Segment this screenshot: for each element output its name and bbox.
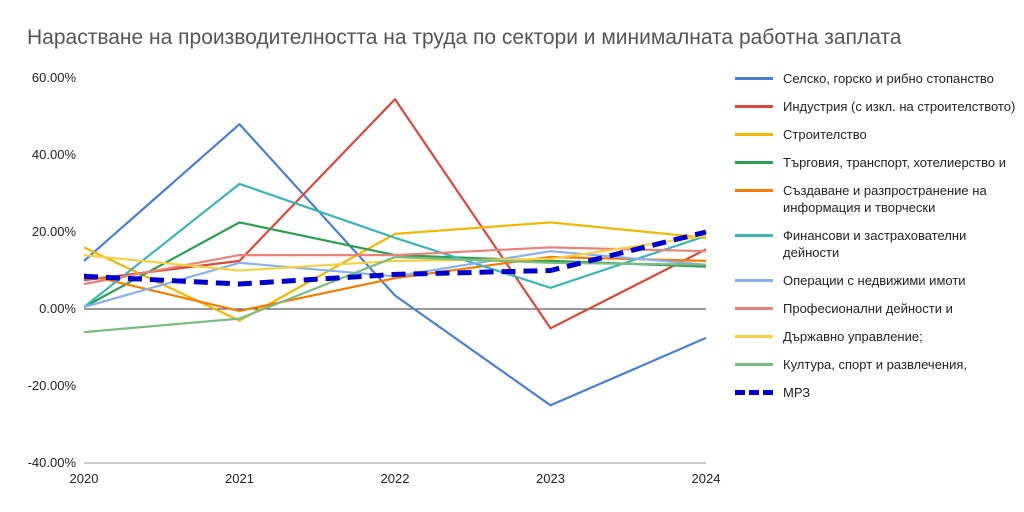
legend-item[interactable]: Създаване и разпространение на информаци… xyxy=(735,182,1020,216)
legend-item[interactable]: Индустрия (с изкл. на строителството) xyxy=(735,98,1020,115)
x-tick-label: 2021 xyxy=(225,471,254,486)
x-tick-label: 2022 xyxy=(381,471,410,486)
legend-label: Финансови и застрахователни дейности xyxy=(783,228,967,260)
legend-label: Селско, горско и рибно стопанство xyxy=(783,71,994,86)
series-line-9 xyxy=(83,255,707,334)
legend-item[interactable]: Финансови и застрахователни дейности xyxy=(735,227,1020,261)
legend-label: Операции с недвижими имоти xyxy=(783,273,966,288)
x-axis-ticks: 2020 2021 2022 2023 2024 xyxy=(70,471,721,486)
legend-item[interactable]: Държавно управление; xyxy=(735,328,1020,345)
y-tick-label: 20.00% xyxy=(32,224,77,239)
legend-swatch xyxy=(735,189,773,192)
legend-swatch xyxy=(735,390,773,395)
legend-swatch xyxy=(735,133,773,136)
legend-label: МРЗ xyxy=(783,385,811,400)
legend-swatch xyxy=(735,335,773,338)
legend-item[interactable]: МРЗ xyxy=(735,384,1020,401)
legend-item[interactable]: Селско, горско и рибно стопанство xyxy=(735,70,1020,87)
series-line-0 xyxy=(83,123,707,407)
legend-label: Създаване и разпространение на информаци… xyxy=(783,183,987,215)
chart-title: Нарастване на производителността на труд… xyxy=(27,26,902,49)
legend-swatch xyxy=(735,363,773,366)
series-line-10 xyxy=(83,229,707,287)
series-line-8 xyxy=(83,234,707,272)
series-line-4 xyxy=(83,255,707,312)
y-tick-label: 60.00% xyxy=(32,70,77,85)
legend-item[interactable]: Професионални дейности и xyxy=(735,300,1020,317)
legend-label: Търговия, транспорт, хотелиерство и xyxy=(783,155,1006,170)
legend-swatch xyxy=(735,307,773,310)
series-line-2 xyxy=(83,221,707,322)
legend-swatch xyxy=(735,161,773,164)
series-line-5 xyxy=(83,182,707,308)
x-tick-label: 2020 xyxy=(70,471,99,486)
legend-label: Индустрия (с изкл. на строителството) xyxy=(783,99,1016,114)
legend-label: Култура, спорт и развлечения, xyxy=(783,357,968,372)
y-tick-label: 0.00% xyxy=(39,301,76,316)
legend-label: Държавно управление; xyxy=(783,329,923,344)
y-axis-ticks: -40.00% -20.00% 0.00% 20.00% 40.00% 60.00% xyxy=(28,70,77,470)
chart-legend: Селско, горско и рибно стопанство Индустр… xyxy=(735,70,1020,412)
y-tick-label: -20.00% xyxy=(28,378,77,393)
y-tick-label: 40.00% xyxy=(32,147,77,162)
x-tick-label: 2024 xyxy=(692,471,721,486)
series-line-1 xyxy=(83,98,707,330)
legend-swatch xyxy=(735,105,773,108)
legend-swatch xyxy=(735,77,773,80)
chart-plot-area: -40.00% -20.00% 0.00% 20.00% 40.00% 60.00% 20… xyxy=(28,70,721,486)
legend-label: Професионални дейности и xyxy=(783,301,953,316)
y-tick-label: -40.00% xyxy=(28,455,77,470)
legend-label: Строителство xyxy=(783,127,867,142)
legend-swatch xyxy=(735,279,773,282)
legend-item[interactable]: Строителство xyxy=(735,126,1020,143)
legend-item[interactable]: Култура, спорт и развлечения, xyxy=(735,356,1020,373)
series-lines xyxy=(83,98,707,407)
x-tick-label: 2023 xyxy=(536,471,565,486)
legend-item[interactable]: Операции с недвижими имоти xyxy=(735,272,1020,289)
legend-swatch xyxy=(735,234,773,237)
legend-item[interactable]: Търговия, транспорт, хотелиерство и xyxy=(735,154,1020,171)
